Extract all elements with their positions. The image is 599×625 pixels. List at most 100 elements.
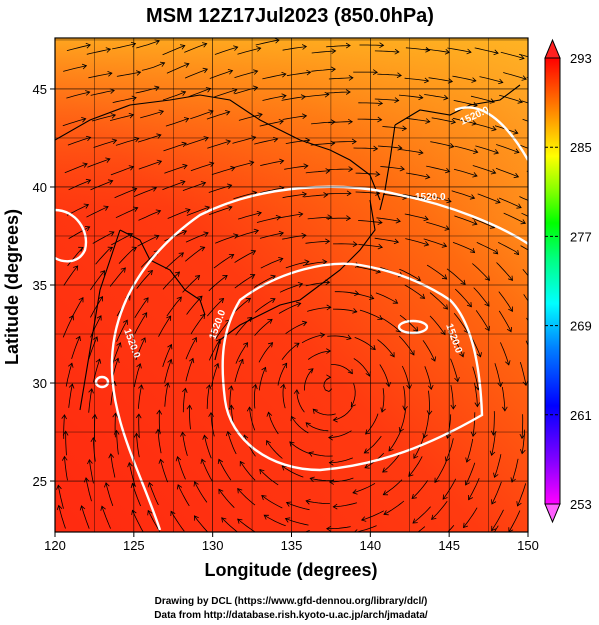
streamline bbox=[399, 408, 406, 432]
streamline bbox=[305, 422, 329, 432]
streamline-arrowhead bbox=[224, 110, 231, 116]
streamline-arrowhead bbox=[418, 94, 424, 101]
streamline bbox=[184, 68, 208, 79]
streamline bbox=[494, 454, 502, 478]
streamline bbox=[249, 407, 256, 431]
streamline-arrowhead bbox=[180, 90, 187, 96]
streamline bbox=[404, 213, 429, 220]
streamline-arrowhead bbox=[154, 85, 160, 91]
streamline bbox=[398, 94, 423, 99]
y-axis: 25 30 35 40 45 bbox=[33, 82, 55, 489]
streamline-arrowhead bbox=[156, 133, 162, 139]
streamline-arrowhead bbox=[345, 42, 351, 49]
streamline bbox=[307, 306, 331, 312]
streamline-arrowhead bbox=[192, 336, 197, 343]
streamline-arrowhead bbox=[459, 352, 465, 358]
streamline bbox=[353, 358, 371, 377]
streamline bbox=[262, 73, 286, 80]
streamline-arrowhead bbox=[167, 343, 173, 350]
streamline-arrowhead bbox=[275, 214, 282, 221]
streamline-arrowhead bbox=[81, 63, 88, 70]
streamline bbox=[377, 339, 395, 358]
streamline-arrowhead bbox=[107, 71, 113, 77]
streamline bbox=[185, 232, 209, 243]
streamline-arrowhead bbox=[281, 71, 287, 78]
streamline bbox=[165, 252, 184, 270]
streamline-arrowhead bbox=[493, 472, 499, 479]
streamline bbox=[86, 206, 109, 218]
streamline bbox=[311, 68, 336, 72]
streamline-arrowhead bbox=[279, 158, 285, 165]
mainland-coast bbox=[55, 94, 381, 201]
streamline-arrowhead bbox=[423, 241, 430, 247]
streamline bbox=[185, 337, 197, 360]
streamline-arrowhead bbox=[181, 229, 188, 236]
streamline-arrowhead bbox=[252, 383, 258, 390]
streamline-arrowhead bbox=[382, 490, 389, 496]
streamline bbox=[304, 94, 329, 98]
colorbar: 293 285 277 269 261 253 bbox=[544, 38, 592, 524]
streamline bbox=[522, 268, 528, 277]
streamline-arrowhead bbox=[513, 172, 520, 179]
colorbar-tick-label: 253 bbox=[570, 497, 592, 512]
streamline-arrowhead bbox=[419, 293, 426, 299]
streamline-arrowhead bbox=[399, 165, 405, 172]
streamline-arrowhead bbox=[443, 94, 449, 101]
streamline bbox=[164, 359, 172, 383]
streamline bbox=[304, 368, 314, 391]
streamline-arrowhead bbox=[155, 209, 162, 215]
streamline-arrowhead bbox=[197, 295, 203, 301]
streamline bbox=[233, 192, 257, 200]
streamline bbox=[328, 77, 353, 80]
streamline-arrowhead bbox=[353, 529, 358, 532]
streamline-arrowhead bbox=[493, 49, 499, 56]
streamline bbox=[234, 274, 255, 289]
streamline bbox=[399, 268, 421, 281]
streamline bbox=[520, 144, 528, 149]
streamline-arrowhead bbox=[498, 78, 504, 85]
streamline bbox=[498, 242, 519, 255]
streamline-arrowhead bbox=[489, 98, 495, 104]
streamline bbox=[454, 145, 478, 153]
streamline bbox=[101, 506, 111, 529]
streamline-arrowhead bbox=[116, 342, 122, 348]
streamline-arrowhead bbox=[308, 451, 314, 457]
streamline bbox=[201, 459, 213, 482]
streamline-arrowhead bbox=[377, 315, 383, 320]
streamline-arrowhead bbox=[302, 320, 308, 327]
streamline-arrowhead bbox=[278, 230, 285, 237]
streamline-arrowhead bbox=[217, 458, 224, 464]
streamline-arrowhead bbox=[136, 363, 142, 369]
streamline bbox=[474, 47, 499, 54]
streamline-arrowhead bbox=[105, 157, 111, 163]
streamline bbox=[450, 358, 459, 382]
streamline-arrowhead bbox=[281, 465, 287, 471]
streamline bbox=[491, 431, 496, 456]
streamline-arrowhead bbox=[345, 89, 351, 95]
streamline bbox=[58, 505, 66, 529]
streamline bbox=[177, 456, 186, 480]
streamline-arrowhead bbox=[385, 381, 392, 388]
streamline bbox=[413, 436, 425, 459]
streamline-arrowhead bbox=[237, 518, 243, 524]
streamline-arrowhead bbox=[88, 388, 94, 394]
streamline-arrowhead bbox=[185, 208, 191, 214]
streamline bbox=[235, 230, 259, 238]
streamline-arrowhead bbox=[506, 326, 512, 333]
streamline bbox=[88, 388, 93, 413]
colorbar-tick-label: 293 bbox=[570, 51, 592, 66]
streamline bbox=[282, 384, 286, 409]
streamline bbox=[162, 271, 180, 290]
streamline bbox=[446, 268, 466, 285]
streamline-arrowhead bbox=[188, 357, 195, 364]
streamline bbox=[148, 482, 159, 506]
streamline-arrowhead bbox=[325, 168, 331, 174]
streamline-arrowhead bbox=[513, 129, 519, 135]
streamline bbox=[403, 386, 406, 411]
streamline bbox=[234, 70, 258, 78]
streamline bbox=[167, 209, 191, 219]
streamline bbox=[463, 507, 478, 528]
streamline bbox=[190, 110, 214, 120]
streamline-arrowhead bbox=[181, 141, 187, 148]
streamline bbox=[89, 459, 94, 484]
